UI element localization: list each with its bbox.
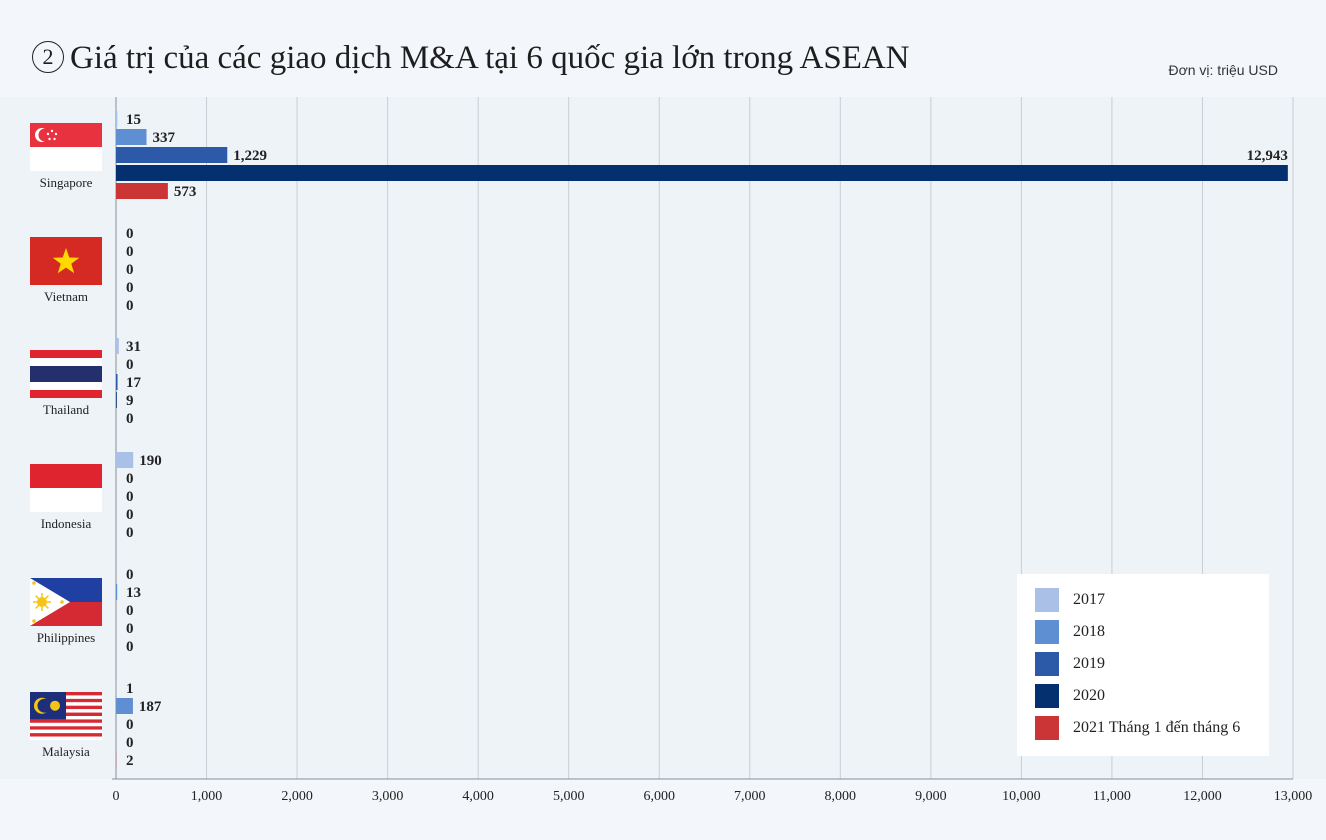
data-label: 13 xyxy=(126,585,141,601)
data-label: 0 xyxy=(126,244,134,260)
data-label: 0 xyxy=(126,298,134,314)
sun-icon xyxy=(37,597,47,607)
star-icon xyxy=(52,248,80,274)
bar-singapore-3 xyxy=(116,165,1288,181)
legend-swatch xyxy=(1035,588,1059,612)
legend-swatch xyxy=(1035,652,1059,676)
data-label: 0 xyxy=(126,226,134,242)
x-tick-label: 2,000 xyxy=(281,789,313,804)
x-tick-label: 13,000 xyxy=(1274,789,1313,804)
chart-title: 2 Giá trị của các giao dịch M&A tại 6 quố… xyxy=(32,40,910,77)
data-label: 0 xyxy=(126,621,134,637)
data-label: 0 xyxy=(126,639,134,655)
data-label: 12,943 xyxy=(1247,148,1288,164)
data-label: 9 xyxy=(126,393,134,409)
star-icon xyxy=(50,700,60,711)
legend-item: 2020 xyxy=(1035,684,1105,708)
x-tick-label: 4,000 xyxy=(462,789,494,804)
x-tick-label: 6,000 xyxy=(643,789,675,804)
country-label-singapore: Singapore xyxy=(39,175,93,190)
data-label: 0 xyxy=(126,525,134,541)
x-tick-label: 7,000 xyxy=(734,789,766,804)
data-label: 187 xyxy=(139,699,162,715)
data-label: 337 xyxy=(153,130,176,146)
legend-item: 2021 Tháng 1 đến tháng 6 xyxy=(1035,716,1240,740)
data-label: 17 xyxy=(126,375,142,391)
legend-item: 2018 xyxy=(1035,620,1105,644)
legend-item: 2017 xyxy=(1035,588,1105,612)
unit-note: Đơn vị: triệu USD xyxy=(1168,62,1278,78)
bar-singapore-2 xyxy=(116,147,228,163)
data-label: 190 xyxy=(139,453,162,469)
data-label: 2 xyxy=(126,753,134,769)
x-tick-label: 8,000 xyxy=(825,789,857,804)
singapore-flag xyxy=(30,123,102,171)
bar-singapore-0 xyxy=(116,111,118,127)
country-label-philippines: Philippines xyxy=(36,630,96,645)
malaysia-flag xyxy=(30,692,102,740)
legend: 2017 2018 2019 2020 2021 Tháng 1 đến tháng 6 xyxy=(1017,574,1269,756)
data-label: 0 xyxy=(126,717,134,733)
vietnam-flag xyxy=(30,237,102,285)
philippines-flag xyxy=(30,578,102,626)
data-label: 0 xyxy=(126,262,134,278)
legend-label: 2019 xyxy=(1073,655,1105,672)
legend-swatch xyxy=(1035,716,1059,740)
data-label: 0 xyxy=(126,411,134,427)
data-label: 0 xyxy=(126,603,134,619)
legend-label: 2021 Tháng 1 đến tháng 6 xyxy=(1073,719,1241,736)
country-label-vietnam: Vietnam xyxy=(44,289,88,304)
x-tick-label: 0 xyxy=(113,789,120,804)
country-label-malaysia: Malaysia xyxy=(42,744,90,759)
indonesia-flag xyxy=(30,464,102,512)
data-label: 0 xyxy=(126,280,134,296)
bar-philippines-1 xyxy=(116,584,118,600)
x-tick-label: 11,000 xyxy=(1093,789,1131,804)
x-tick-label: 1,000 xyxy=(191,789,223,804)
x-tick-label: 10,000 xyxy=(1002,789,1041,804)
data-label: 1,229 xyxy=(233,148,267,164)
data-label: 0 xyxy=(126,357,134,373)
data-label: 31 xyxy=(126,339,141,355)
country-label-indonesia: Indonesia xyxy=(40,516,92,531)
legend-swatch xyxy=(1035,620,1059,644)
bar-thailand-2 xyxy=(116,374,118,390)
legend-label: 2017 xyxy=(1073,591,1105,608)
data-label: 0 xyxy=(126,567,134,583)
bar-thailand-3 xyxy=(116,392,117,408)
x-tick-label: 12,000 xyxy=(1183,789,1222,804)
legend-item: 2019 xyxy=(1035,652,1105,676)
title-number-circle: 2 xyxy=(32,41,64,73)
title-text: Giá trị của các giao dịch M&A tại 6 quốc… xyxy=(70,40,910,76)
data-label: 0 xyxy=(126,471,134,487)
bar-singapore-1 xyxy=(116,129,147,145)
country-label-thailand: Thailand xyxy=(42,402,90,417)
x-tick-label: 5,000 xyxy=(553,789,585,804)
legend-label: 2018 xyxy=(1073,623,1105,640)
data-label: 0 xyxy=(126,489,134,505)
x-tick-label: 3,000 xyxy=(372,789,404,804)
bar-thailand-0 xyxy=(116,338,119,354)
x-tick-label: 9,000 xyxy=(915,789,947,804)
data-label: 0 xyxy=(126,507,134,523)
bar-indonesia-0 xyxy=(116,452,134,468)
data-label: 573 xyxy=(174,184,197,200)
bar-singapore-4 xyxy=(116,183,168,199)
bar-malaysia-1 xyxy=(116,698,133,714)
data-label: 15 xyxy=(126,112,141,128)
data-label: 1 xyxy=(126,681,134,697)
legend-swatch xyxy=(1035,684,1059,708)
legend-label: 2020 xyxy=(1073,687,1105,704)
thailand-flag xyxy=(30,350,102,398)
data-label: 0 xyxy=(126,735,134,751)
